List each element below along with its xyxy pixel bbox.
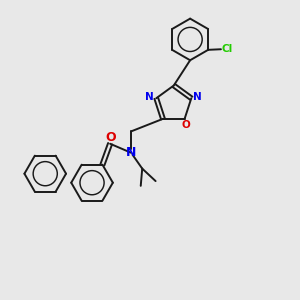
Text: N: N: [126, 146, 136, 159]
Text: N: N: [145, 92, 154, 102]
Text: O: O: [182, 120, 190, 130]
Text: O: O: [105, 131, 116, 144]
Text: N: N: [194, 92, 202, 102]
Text: Cl: Cl: [222, 44, 233, 54]
